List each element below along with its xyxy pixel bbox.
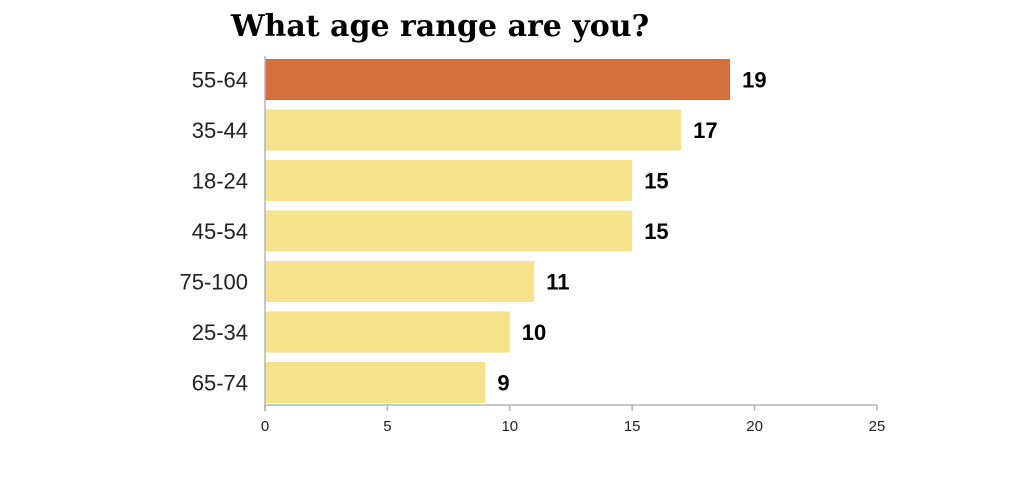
bar bbox=[265, 59, 731, 100]
data-label: 15 bbox=[644, 219, 668, 244]
bar bbox=[265, 311, 510, 353]
bar bbox=[265, 109, 682, 151]
bars-layer: 55-64 19 35-44 17 18-24 15 45-54 15 75-100 11 25-3… bbox=[179, 59, 767, 403]
data-label: 17 bbox=[693, 118, 717, 143]
x-tick-label: 5 bbox=[383, 418, 391, 435]
data-label: 15 bbox=[644, 169, 668, 194]
data-label: 9 bbox=[497, 371, 509, 396]
category-label: 55-64 bbox=[192, 68, 248, 93]
x-tick-label: 15 bbox=[624, 418, 641, 435]
category-label: 25-34 bbox=[192, 320, 248, 345]
chart-title: What age range are you? bbox=[230, 9, 649, 44]
x-tick-label: 20 bbox=[746, 418, 763, 435]
x-tick-label: 10 bbox=[501, 418, 518, 435]
data-label: 19 bbox=[742, 68, 766, 93]
bar bbox=[265, 160, 633, 201]
data-label: 10 bbox=[522, 320, 546, 345]
category-label: 18-24 bbox=[192, 169, 248, 194]
bar bbox=[265, 362, 486, 403]
category-label: 45-54 bbox=[192, 219, 248, 244]
category-label: 75-100 bbox=[179, 270, 248, 295]
bar bbox=[265, 210, 633, 252]
x-tick-label: 0 bbox=[261, 418, 269, 435]
x-tick-label: 25 bbox=[869, 418, 886, 435]
x-axis: 0 5 10 15 20 25 bbox=[261, 56, 886, 435]
data-label: 11 bbox=[546, 270, 569, 295]
category-label: 65-74 bbox=[192, 371, 248, 396]
bar bbox=[265, 261, 535, 302]
category-label: 35-44 bbox=[192, 118, 248, 143]
